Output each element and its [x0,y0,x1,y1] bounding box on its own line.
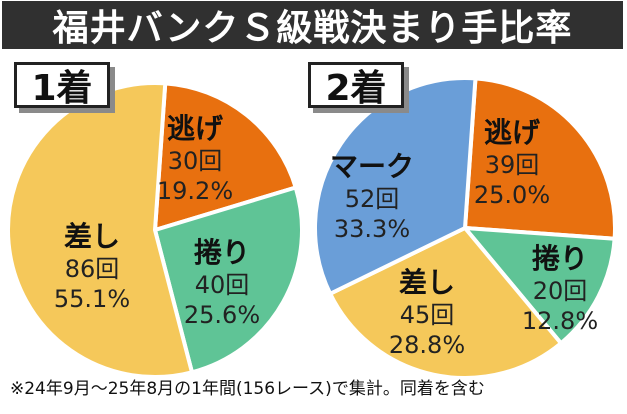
footnote: ※24年9月～25年8月の1年間(156レース)で集計。同着を含む [10,379,485,399]
pie-1-slice-0-percent-label: 19.2% [157,177,233,205]
pie-2-outline [314,77,616,379]
pie-2-slice-1-name-label: 捲り [532,242,588,275]
pie-2-slice-1-count-label: 20回 [533,277,588,305]
pie-1-slice-2-name-label: 差し [64,220,120,253]
pie-2-slice-3-count-label: 52回 [345,185,400,213]
pie-2-slice-0-percent-label: 25.0% [474,181,550,209]
pie-1-outline [7,82,303,378]
pie-1-slice-2-count-label: 86回 [65,255,120,283]
pie-2-slice-0-name-label: 逃げ [484,116,541,149]
pie-2-slice-3-name-label: マーク [330,150,414,183]
chart-title: 福井バンクＳ級戦決まり手比率 [2,1,623,49]
pie-2-slice-2-name-label: 差し [399,266,455,299]
pie-2-slice-3-percent-label: 33.3% [334,215,410,243]
pie-1-slice-2-percent-label: 55.1% [54,285,130,313]
pie-1-slice-1-name-label: 捲り [194,236,250,269]
pie-1-slice-0-count-label: 30回 [168,147,223,175]
pie-1-slice-0-name-label: 逃げ [167,112,224,145]
pie-1-title: 1着 [14,62,110,109]
pie-2-title: 2着 [308,62,404,109]
pie-2-slice-0-count-label: 39回 [485,151,540,179]
pie-1-slice-1-percent-label: 25.6% [184,301,260,329]
pie-2-slice-1-percent-label: 12.8% [522,307,598,335]
pie-1-slice-1-count-label: 40回 [195,271,250,299]
pie-2-slice-2-percent-label: 28.8% [389,331,465,359]
pie-2-slice-2-count-label: 45回 [400,301,455,329]
